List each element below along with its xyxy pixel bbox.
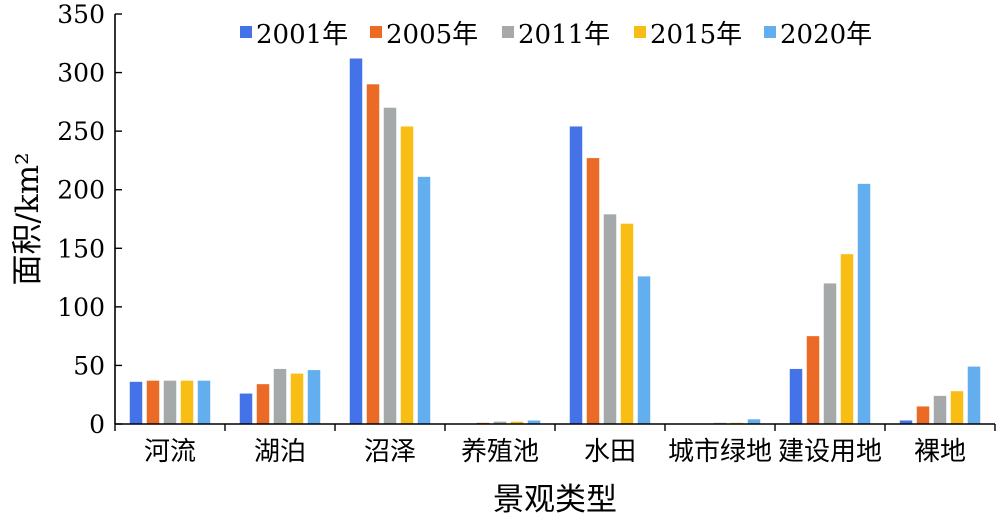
- y-tick-label: 0: [89, 410, 105, 439]
- bar: [899, 420, 913, 424]
- bar: [366, 84, 380, 425]
- bar: [747, 419, 761, 424]
- x-category-labels: 河流 湖泊 沼泽 养殖池 水田 城市绿地 建设用地 裸地: [114, 424, 996, 467]
- x-category-label: 建设用地: [778, 437, 882, 467]
- x-category-label: 裸地: [914, 437, 966, 467]
- bar: [586, 158, 600, 425]
- bar: [256, 384, 270, 424]
- y-tick-label: 300: [57, 59, 105, 88]
- bar: [823, 283, 837, 424]
- bar: [806, 336, 820, 424]
- bar: [146, 380, 160, 424]
- bar: [933, 395, 947, 424]
- bar: [857, 183, 871, 424]
- bar: [417, 176, 431, 424]
- bar: [789, 368, 803, 424]
- bar: [129, 381, 143, 424]
- legend-swatch: [764, 26, 776, 38]
- legend-swatch: [370, 26, 382, 38]
- bar: [307, 370, 321, 424]
- x-category-label: 养殖池: [461, 437, 539, 467]
- y-tick-label: 150: [57, 234, 105, 263]
- legend: 2001年 2005年 2011年 2015年 2020年: [240, 20, 872, 50]
- x-category-label: 湖泊: [254, 437, 306, 467]
- x-category-label: 沼泽: [364, 437, 416, 467]
- legend-label: 2020年: [780, 20, 872, 50]
- bar: [239, 393, 253, 424]
- legend-swatch: [502, 26, 514, 38]
- x-category-label: 河流: [144, 437, 196, 467]
- bar: [620, 223, 634, 424]
- x-axis-title: 景观类型: [493, 482, 617, 518]
- bar: [163, 380, 177, 424]
- y-axis-title: 面积/km²: [10, 152, 46, 285]
- x-category-label: 水田: [584, 437, 636, 467]
- bar: [180, 380, 194, 424]
- legend-swatch: [240, 26, 252, 38]
- bar: [527, 420, 541, 424]
- legend-label: 2011年: [518, 20, 610, 50]
- bar: [349, 58, 363, 425]
- bar: [197, 380, 211, 424]
- bars-layer: [129, 58, 981, 425]
- y-tick-label: 200: [57, 176, 105, 205]
- bar: [569, 126, 583, 424]
- bar: [510, 421, 524, 424]
- bar: [637, 276, 651, 424]
- bar: [950, 391, 964, 424]
- bar: [383, 107, 397, 424]
- legend-swatch: [634, 26, 646, 38]
- bar: [290, 373, 304, 424]
- bar: [603, 214, 617, 424]
- y-ticks-layer: 0 50 100 150 200 250 300 350: [57, 0, 122, 439]
- legend-label: 2005年: [386, 20, 478, 50]
- x-category-label: 城市绿地: [668, 437, 772, 467]
- bar: [400, 126, 414, 424]
- y-tick-label: 350: [57, 0, 105, 29]
- legend-label: 2001年: [256, 20, 348, 50]
- y-tick-label: 250: [57, 117, 105, 146]
- y-tick-label: 100: [57, 293, 105, 322]
- bar: [916, 406, 930, 424]
- bar: [493, 421, 507, 424]
- legend-label: 2015年: [650, 20, 742, 50]
- y-tick-label: 50: [73, 351, 105, 380]
- bar: [967, 366, 981, 424]
- bar: [273, 368, 287, 424]
- bar: [840, 254, 854, 424]
